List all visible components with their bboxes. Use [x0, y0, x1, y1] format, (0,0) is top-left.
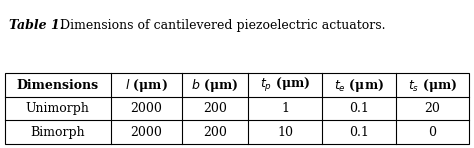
- Text: $\mathit{l}$ (μm): $\mathit{l}$ (μm): [125, 77, 168, 94]
- Text: Table 1.: Table 1.: [9, 19, 64, 32]
- Text: $\mathit{t}_e$ (μm): $\mathit{t}_e$ (μm): [334, 77, 384, 94]
- Text: 0: 0: [428, 126, 437, 139]
- Text: Unimorph: Unimorph: [26, 102, 90, 115]
- Text: 200: 200: [203, 126, 227, 139]
- Text: 10: 10: [277, 126, 293, 139]
- Text: 2000: 2000: [130, 102, 162, 115]
- Text: 0.1: 0.1: [349, 126, 369, 139]
- Text: 2000: 2000: [130, 126, 162, 139]
- Text: $\mathit{t}_p$ (μm): $\mathit{t}_p$ (μm): [260, 76, 310, 94]
- Text: 0.1: 0.1: [349, 102, 369, 115]
- Text: $\mathit{t}_s$ (μm): $\mathit{t}_s$ (μm): [408, 77, 457, 94]
- Bar: [5, 73, 469, 144]
- Text: 20: 20: [425, 102, 440, 115]
- Text: Bimorph: Bimorph: [30, 126, 85, 139]
- Text: 1: 1: [281, 102, 289, 115]
- Text: Dimensions of cantilevered piezoelectric actuators.: Dimensions of cantilevered piezoelectric…: [56, 19, 385, 32]
- Text: Dimensions: Dimensions: [17, 79, 99, 92]
- Text: 200: 200: [203, 102, 227, 115]
- Text: $\mathit{b}$ (μm): $\mathit{b}$ (μm): [191, 77, 239, 94]
